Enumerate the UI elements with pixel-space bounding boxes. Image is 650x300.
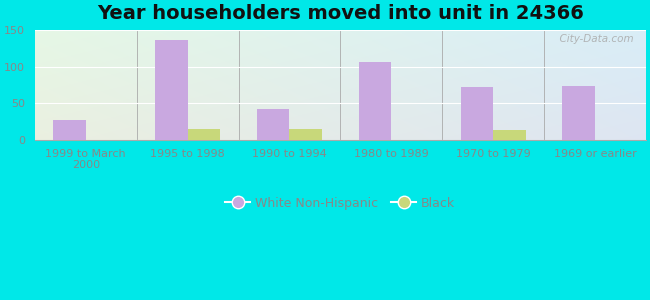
Bar bbox=[493, 130, 526, 140]
Bar bbox=[460, 87, 493, 140]
Title: Year householders moved into unit in 24366: Year householders moved into unit in 243… bbox=[97, 4, 584, 23]
Bar bbox=[289, 129, 322, 140]
Text: City-Data.com: City-Data.com bbox=[553, 34, 634, 44]
Bar bbox=[53, 120, 86, 140]
Bar bbox=[155, 40, 188, 140]
Bar bbox=[188, 129, 220, 140]
Bar bbox=[562, 85, 595, 140]
Legend: White Non-Hispanic, Black: White Non-Hispanic, Black bbox=[220, 192, 460, 215]
Bar bbox=[257, 109, 289, 140]
Bar bbox=[359, 61, 391, 140]
